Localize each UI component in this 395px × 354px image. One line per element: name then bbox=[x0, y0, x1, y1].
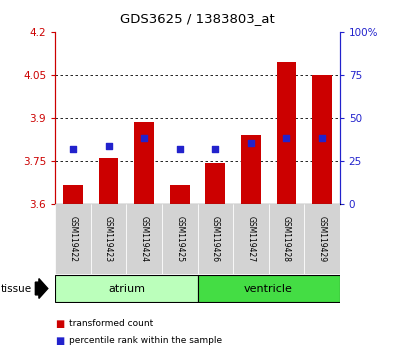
Bar bbox=[63, 185, 83, 204]
Bar bbox=[55, 204, 91, 274]
Bar bbox=[241, 135, 261, 204]
Point bbox=[248, 141, 254, 146]
Text: tissue: tissue bbox=[1, 284, 32, 293]
Point bbox=[177, 146, 183, 152]
Point bbox=[105, 143, 112, 149]
Bar bbox=[205, 164, 225, 204]
Text: GSM119427: GSM119427 bbox=[246, 216, 255, 262]
Point bbox=[283, 135, 290, 141]
Bar bbox=[198, 204, 233, 274]
Bar bbox=[126, 204, 162, 274]
Text: ■: ■ bbox=[55, 319, 64, 329]
Text: GSM119426: GSM119426 bbox=[211, 216, 220, 262]
Bar bbox=[55, 275, 198, 302]
Text: GSM119429: GSM119429 bbox=[318, 216, 326, 262]
Bar bbox=[269, 204, 304, 274]
Bar bbox=[198, 275, 340, 302]
Bar bbox=[312, 75, 332, 204]
Bar bbox=[99, 158, 118, 204]
Point bbox=[319, 135, 325, 141]
Text: GSM119428: GSM119428 bbox=[282, 216, 291, 262]
Text: GSM119425: GSM119425 bbox=[175, 216, 184, 262]
Point bbox=[141, 135, 147, 141]
FancyArrow shape bbox=[36, 279, 48, 298]
Bar bbox=[134, 122, 154, 204]
Text: GSM119422: GSM119422 bbox=[69, 216, 77, 262]
Text: ventricle: ventricle bbox=[244, 284, 293, 293]
Bar bbox=[170, 185, 190, 204]
Text: GSM119424: GSM119424 bbox=[140, 216, 149, 262]
Text: GSM119423: GSM119423 bbox=[104, 216, 113, 262]
Point bbox=[212, 146, 218, 152]
Bar bbox=[304, 204, 340, 274]
Bar bbox=[276, 62, 296, 204]
Bar bbox=[91, 204, 126, 274]
Text: GDS3625 / 1383803_at: GDS3625 / 1383803_at bbox=[120, 12, 275, 25]
Text: atrium: atrium bbox=[108, 284, 145, 293]
Text: percentile rank within the sample: percentile rank within the sample bbox=[69, 336, 222, 345]
Point bbox=[70, 146, 76, 152]
Text: transformed count: transformed count bbox=[69, 319, 153, 329]
Bar bbox=[233, 204, 269, 274]
Text: ■: ■ bbox=[55, 336, 64, 346]
Bar bbox=[162, 204, 198, 274]
